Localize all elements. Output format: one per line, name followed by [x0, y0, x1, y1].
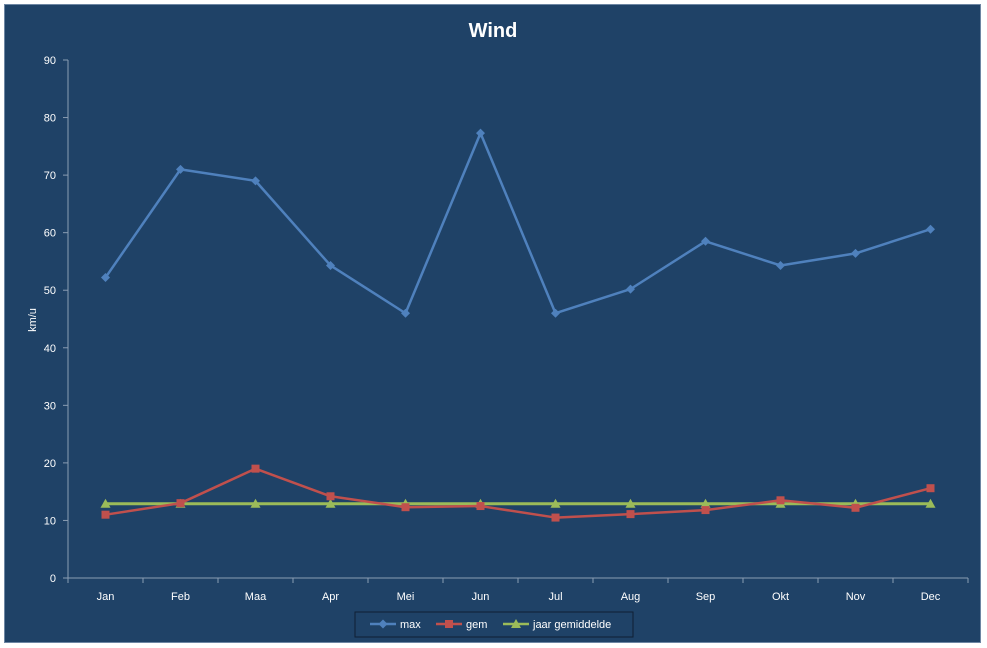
data-point-max — [326, 260, 335, 270]
x-tick-label: Jul — [548, 591, 562, 603]
legend-entry-gem: gem — [436, 619, 487, 631]
x-tick-label: Dec — [921, 591, 941, 603]
legend-swatch-marker — [511, 619, 521, 628]
series-line-gem — [105, 467, 931, 519]
y-tick-label: 90 — [44, 55, 56, 67]
legend: max gem jaar gemiddelde — [354, 611, 634, 638]
x-tick-label: Maa — [245, 591, 267, 603]
x-tick-label: Aug — [621, 591, 641, 603]
data-point-jaar-gemiddelde — [325, 498, 336, 508]
data-point-jaar-gemiddelde — [550, 498, 561, 508]
x-tick-label: Nov — [846, 591, 866, 603]
data-point-max — [101, 273, 110, 283]
legend-swatch-marker — [378, 619, 388, 629]
chart-area — [4, 4, 981, 643]
y-tick-label: 40 — [44, 343, 56, 355]
y-tick-label: 20 — [44, 458, 56, 470]
data-point-jaar-gemiddelde — [625, 498, 636, 508]
data-point-gem — [776, 496, 785, 505]
axes: 0 10 20 30 40 50 60 70 80 90 Jan Feb Maa Apr Mei Jun Jul… — [44, 55, 969, 603]
data-point-gem — [476, 502, 485, 511]
data-point-jaar-gemiddelde — [700, 498, 711, 508]
y-tick-label: 70 — [44, 170, 56, 182]
data-point-gem — [926, 484, 935, 493]
legend-entry-max: max — [370, 619, 421, 631]
data-point-gem — [401, 503, 410, 512]
chart-title: Wind — [469, 20, 518, 42]
data-point-gem — [701, 506, 710, 515]
y-tick-label: 30 — [44, 400, 56, 412]
data-point-max — [701, 236, 710, 246]
series-layer — [100, 128, 936, 522]
x-tick-label: Sep — [696, 591, 716, 603]
y-axis-label: km/u — [27, 308, 39, 332]
data-point-jaar-gemiddelde — [250, 498, 261, 508]
data-point-max — [851, 248, 860, 258]
data-point-gem — [101, 510, 110, 519]
data-point-max — [176, 164, 185, 174]
x-tick-label: Jun — [472, 591, 490, 603]
data-point-gem — [551, 513, 560, 522]
legend-label: jaar gemiddelde — [532, 619, 611, 631]
data-point-max — [476, 128, 485, 138]
legend-box — [354, 611, 634, 638]
data-point-max — [401, 308, 410, 318]
data-point-gem — [251, 464, 260, 473]
data-point-gem — [851, 503, 860, 512]
y-tick-label: 60 — [44, 228, 56, 240]
series-gem — [101, 464, 935, 522]
data-point-max — [776, 260, 785, 270]
data-point-gem — [326, 492, 335, 501]
data-point-max — [551, 308, 560, 318]
legend-swatch-marker — [445, 620, 453, 628]
legend-entry-jaar-gemiddelde: jaar gemiddelde — [503, 619, 611, 631]
x-tick-label: Jan — [97, 591, 115, 603]
data-point-gem — [626, 510, 635, 519]
x-tick-label: Okt — [772, 591, 789, 603]
y-tick-label: 50 — [44, 285, 56, 297]
x-tick-label: Feb — [171, 591, 190, 603]
legend-label: gem — [466, 619, 487, 631]
data-point-max — [926, 224, 935, 234]
series-line-max — [104, 131, 931, 315]
data-point-max — [626, 284, 635, 294]
y-tick-label: 0 — [50, 573, 56, 585]
series-max — [101, 128, 935, 318]
legend-label: max — [400, 619, 421, 631]
data-point-gem — [176, 499, 185, 508]
y-tick-label: 10 — [44, 515, 56, 527]
y-tick-label: 80 — [44, 113, 56, 125]
data-point-jaar-gemiddelde — [925, 498, 936, 508]
x-tick-label: Mei — [397, 591, 415, 603]
data-point-jaar-gemiddelde — [100, 498, 111, 508]
data-point-max — [251, 176, 260, 186]
x-tick-label: Apr — [322, 591, 339, 603]
